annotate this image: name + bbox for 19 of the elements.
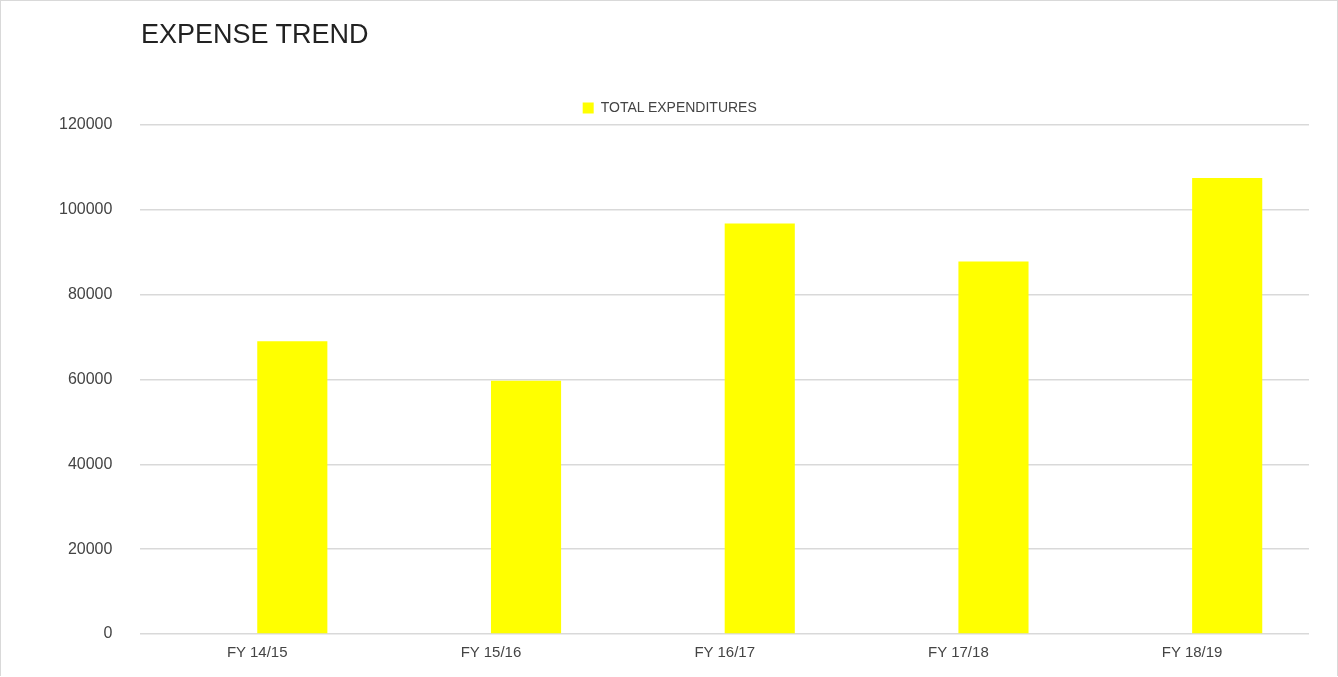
bar (1192, 178, 1263, 634)
x-tick-label: FY 15/16 (460, 643, 522, 661)
bar (958, 261, 1029, 634)
x-tick-label: FY 16/17 (694, 643, 755, 661)
y-tick-label: 40000 (67, 454, 113, 472)
y-tick-label: 100000 (59, 200, 113, 218)
bar (490, 380, 562, 634)
y-tick-label: 0 (103, 624, 113, 642)
bar (257, 341, 328, 634)
y-tick-label: 120000 (59, 115, 113, 133)
bar (724, 223, 795, 634)
x-tick-label: FY 14/15 (226, 643, 288, 661)
x-tick-label: FY 17/18 (928, 643, 989, 661)
y-tick-label: 60000 (67, 369, 113, 387)
y-tick-label: 80000 (67, 285, 113, 303)
chart-title: EXPENSE TREND (141, 19, 369, 50)
legend-label: TOTAL EXPENDITURES (600, 98, 757, 115)
y-tick-label: 20000 (67, 539, 113, 557)
x-tick-label: FY 18/19 (1161, 643, 1223, 661)
